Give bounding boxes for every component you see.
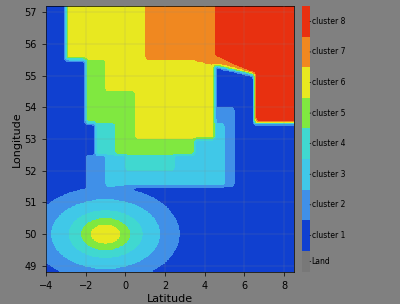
Text: cluster 4: cluster 4 — [312, 139, 345, 148]
Text: cluster 1: cluster 1 — [312, 231, 345, 240]
Bar — [302, 220, 310, 251]
Bar — [302, 37, 310, 67]
Bar — [302, 6, 310, 37]
Text: Land: Land — [312, 257, 330, 266]
Text: cluster 3: cluster 3 — [312, 170, 345, 179]
Text: cluster 6: cluster 6 — [312, 78, 345, 87]
Text: cluster 5: cluster 5 — [312, 109, 345, 118]
Bar — [302, 251, 310, 272]
Text: cluster 8: cluster 8 — [312, 17, 345, 26]
Bar — [302, 128, 310, 159]
Text: cluster 2: cluster 2 — [312, 200, 345, 209]
Y-axis label: Longitude: Longitude — [12, 111, 22, 167]
Bar — [302, 67, 310, 98]
X-axis label: Latitude: Latitude — [147, 294, 193, 304]
Bar — [302, 189, 310, 220]
Bar — [302, 98, 310, 128]
Text: cluster 7: cluster 7 — [312, 47, 345, 57]
Bar — [302, 159, 310, 189]
